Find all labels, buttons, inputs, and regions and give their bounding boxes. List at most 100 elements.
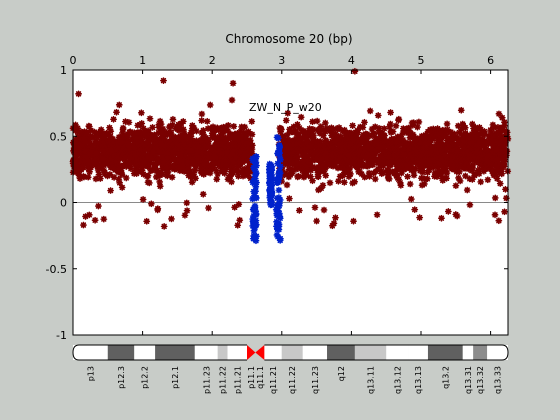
- data-point: [85, 160, 93, 168]
- data-point: [438, 134, 446, 142]
- data-point: [159, 160, 167, 168]
- data-point: [349, 122, 356, 130]
- data-point: [295, 207, 303, 214]
- band-label: p12.3: [117, 366, 126, 389]
- data-point: [167, 122, 174, 130]
- data-point: [241, 151, 249, 159]
- data-point: [398, 158, 406, 165]
- data-point: [95, 171, 103, 178]
- data-point: [368, 125, 376, 133]
- data-point: [139, 196, 147, 203]
- data-point: [319, 132, 327, 140]
- data-point: [420, 144, 428, 152]
- data-point: [190, 124, 198, 132]
- data-point: [105, 158, 113, 166]
- data-point: [106, 170, 114, 178]
- data-point: [75, 90, 82, 98]
- data-point: [496, 180, 504, 187]
- data-point: [411, 206, 419, 214]
- data-point: [268, 163, 276, 171]
- data-point: [144, 138, 152, 146]
- data-point: [273, 133, 281, 141]
- data-point: [462, 129, 469, 137]
- data-point: [418, 181, 426, 189]
- data-point: [366, 107, 374, 115]
- band-label: p11.21: [233, 366, 242, 394]
- data-point: [241, 123, 249, 131]
- data-point: [406, 180, 414, 188]
- y-tick-label: 0.5: [50, 130, 68, 143]
- data-point: [374, 112, 382, 119]
- data-point: [377, 167, 385, 175]
- data-point: [210, 129, 218, 136]
- data-point: [315, 150, 323, 158]
- data-point: [210, 153, 218, 161]
- data-point: [227, 131, 234, 139]
- data-point: [386, 123, 393, 131]
- data-point: [321, 119, 329, 127]
- data-point: [169, 115, 177, 123]
- data-point: [187, 129, 195, 137]
- data-point: [218, 150, 226, 158]
- data-point: [266, 189, 274, 197]
- data-point: [188, 178, 196, 186]
- data-point: [273, 225, 281, 233]
- data-point: [500, 161, 508, 169]
- data-point: [273, 194, 281, 202]
- data-point: [274, 179, 282, 186]
- data-point: [451, 130, 458, 138]
- data-point: [250, 227, 258, 235]
- data-point: [337, 140, 344, 148]
- data-point: [250, 188, 258, 195]
- data-point: [230, 122, 238, 130]
- data-point: [92, 133, 100, 140]
- data-point: [400, 151, 408, 159]
- data-point: [431, 155, 438, 163]
- band-label: q13.11: [367, 366, 376, 394]
- ideogram-band: [194, 345, 218, 360]
- data-point: [300, 172, 308, 179]
- ideogram-band: [227, 345, 247, 360]
- data-point: [407, 195, 415, 203]
- data-point: [197, 137, 205, 145]
- data-point: [151, 164, 158, 172]
- data-point: [309, 134, 317, 142]
- data-point: [137, 134, 145, 142]
- data-point: [426, 156, 434, 164]
- data-point: [489, 140, 497, 148]
- data-point: [354, 149, 362, 157]
- data-point: [381, 159, 389, 167]
- data-point: [250, 179, 258, 187]
- data-point: [286, 171, 294, 179]
- band-label: p12.1: [171, 366, 180, 389]
- y-tick-label: -0.5: [46, 263, 67, 276]
- data-point: [201, 159, 208, 167]
- data-point: [158, 130, 166, 138]
- data-point: [144, 178, 152, 186]
- data-point: [347, 140, 354, 148]
- data-point: [76, 156, 84, 164]
- data-point: [190, 143, 198, 150]
- band-label: p11.23: [202, 366, 211, 394]
- data-point: [356, 162, 364, 169]
- data-point: [404, 173, 411, 180]
- data-point: [332, 214, 339, 222]
- data-point: [280, 136, 288, 144]
- data-point: [425, 139, 433, 147]
- data-point: [286, 151, 293, 158]
- data-point: [462, 172, 469, 180]
- data-point: [84, 173, 92, 181]
- data-point: [229, 79, 237, 87]
- data-point: [149, 124, 156, 131]
- data-point: [465, 154, 473, 162]
- data-point: [107, 127, 115, 135]
- data-point: [384, 153, 392, 161]
- data-point: [198, 129, 206, 137]
- data-point: [443, 145, 451, 152]
- data-point: [415, 138, 423, 146]
- data-point: [493, 175, 501, 183]
- data-point: [491, 211, 499, 219]
- data-point: [350, 217, 357, 225]
- y-tick-label: -1: [56, 329, 67, 342]
- data-point: [118, 184, 126, 191]
